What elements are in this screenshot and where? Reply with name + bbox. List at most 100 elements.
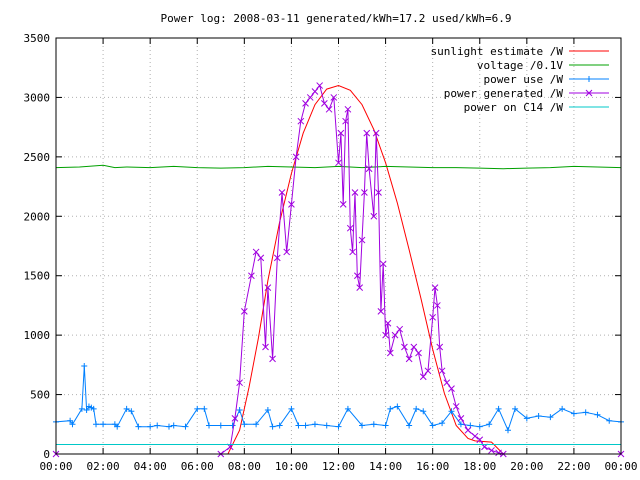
data-point-marker [375, 189, 382, 196]
legend-item: power use /W [484, 73, 609, 86]
x-tick-label: 22:00 [557, 460, 590, 473]
data-point-marker [100, 421, 107, 428]
data-point-marker [384, 319, 392, 327]
data-point-marker [344, 405, 351, 412]
data-point-marker [476, 436, 484, 444]
data-point-marker [316, 82, 324, 89]
data-point-marker [273, 254, 281, 262]
x-tick-label: 04:00 [134, 460, 167, 473]
series-line [56, 84, 621, 455]
data-point-marker [302, 100, 309, 107]
data-point-marker [278, 189, 286, 196]
data-point-marker [83, 407, 90, 414]
data-point-marker [476, 423, 483, 430]
data-point-marker [236, 379, 243, 387]
data-point-marker [236, 407, 243, 414]
data-point-marker [363, 129, 371, 137]
data-point-marker [436, 343, 444, 351]
data-point-marker [311, 421, 318, 428]
legend-item: sunlight estimate /W [431, 45, 609, 58]
data-point-marker [382, 331, 389, 339]
x-tick-label: 02:00 [87, 460, 120, 473]
data-point-marker [448, 408, 455, 415]
data-point-marker [147, 423, 154, 430]
data-point-marker [292, 153, 300, 161]
data-point-marker [488, 447, 495, 454]
data-point-marker [253, 421, 260, 428]
data-point-marker [606, 417, 613, 424]
legend-label: voltage /0.1V [477, 59, 563, 72]
data-point-marker [372, 129, 380, 137]
data-point-marker [264, 407, 271, 414]
data-point-marker [123, 405, 130, 412]
data-point-marker [241, 421, 248, 428]
data-point-marker [276, 422, 283, 429]
data-point-marker [365, 165, 373, 173]
data-point-marker [269, 355, 276, 363]
x-tick-label: 14:00 [369, 460, 402, 473]
data-point-marker [594, 411, 601, 418]
data-point-marker [415, 349, 422, 357]
data-point-marker [547, 414, 554, 421]
x-tick-label: 16:00 [416, 460, 449, 473]
data-point-marker [194, 405, 201, 412]
x-tick-label: 08:00 [228, 460, 261, 473]
data-point-marker [429, 422, 436, 429]
data-point-marker [288, 405, 295, 412]
data-point-marker [495, 405, 502, 412]
data-point-marker [396, 325, 404, 333]
data-point-marker [342, 117, 349, 125]
legend-item: voltage /0.1V [477, 59, 609, 72]
data-point-marker [448, 385, 455, 392]
data-point-marker [288, 201, 295, 208]
axis-ticks: 0 500 1000 1500 2000 2500 3000 3500 00:00 02:00 04… [24, 32, 638, 473]
data-point-marker [154, 422, 161, 429]
data-point-marker [335, 423, 342, 430]
data-point-marker [370, 421, 377, 428]
data-point-marker [206, 422, 213, 429]
data-point-marker [582, 409, 589, 416]
data-point-marker [559, 405, 566, 412]
data-point-marker [90, 405, 97, 412]
series-4 [52, 82, 625, 458]
chart-title: Power log: 2008-03-11 generated/kWh=17.2… [161, 12, 512, 25]
series-line [56, 84, 621, 455]
data-point-marker [429, 313, 437, 321]
x-tick-label: 06:00 [181, 460, 214, 473]
data-point-marker [457, 414, 465, 422]
data-point-marker [93, 421, 100, 428]
data-point-marker [356, 284, 364, 291]
data-point-marker [438, 367, 446, 375]
data-point-marker [283, 248, 291, 256]
data-point-marker [240, 308, 248, 315]
data-point-marker [252, 248, 260, 256]
data-point-marker [439, 420, 446, 427]
data-point-marker [419, 373, 427, 381]
data-point-marker [379, 260, 387, 268]
legend-label: power use /W [484, 73, 564, 86]
data-point-marker [337, 129, 345, 137]
data-point-marker [311, 88, 319, 95]
data-point-marker [353, 272, 361, 280]
data-point-marker [335, 159, 342, 167]
data-point-marker [346, 224, 354, 232]
data-point-marker [135, 423, 142, 430]
data-point-marker [394, 403, 401, 410]
data-point-marker [512, 405, 519, 412]
data-point-marker [170, 422, 177, 429]
data-point-marker [302, 422, 309, 429]
data-point-marker [323, 422, 330, 429]
data-point-marker [231, 414, 239, 422]
x-tick-label: 10:00 [275, 460, 308, 473]
data-point-marker [391, 331, 399, 339]
y-tick-label: 2000 [24, 210, 51, 223]
data-point-marker [78, 405, 85, 412]
y-tick-label: 3000 [24, 91, 51, 104]
y-tick-label: 1500 [24, 270, 51, 283]
data-point-marker [229, 422, 236, 429]
grid [56, 38, 621, 454]
data-point-marker [182, 423, 189, 430]
data-point-marker [351, 189, 359, 196]
data-point-marker [464, 426, 472, 434]
data-point-marker [505, 427, 511, 434]
